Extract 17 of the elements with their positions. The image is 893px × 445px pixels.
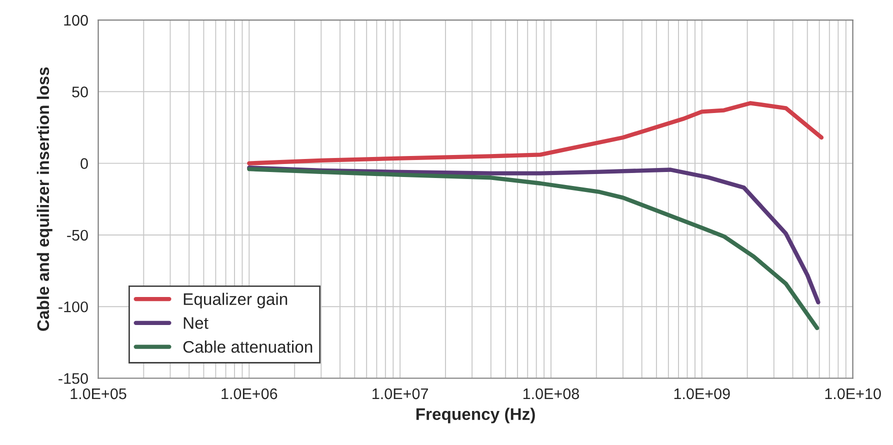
legend-label: Net: [184, 317, 208, 329]
y-tick-label: -150: [58, 373, 88, 384]
y-tick-label: 50: [72, 86, 88, 98]
x-tick-label: 1.0E+07: [372, 388, 428, 400]
x-tick-label: 1.0E+09: [674, 388, 730, 400]
x-tick-label: 1.0E+08: [523, 388, 579, 400]
x-tick-label: 1.0E+05: [70, 388, 126, 400]
y-tick-label: -50: [67, 230, 88, 241]
x-tick-label: 1.0E+06: [222, 388, 278, 400]
y-axis-title: Cable and equilizer insertion loss: [36, 67, 52, 331]
x-axis-title: Frequency (Hz): [416, 408, 535, 424]
y-tick-label: 100: [64, 14, 88, 26]
x-tick-label: 1.0E+10: [825, 388, 881, 400]
legend-label: Cable attenuation: [183, 340, 312, 353]
y-tick-label: 0: [80, 158, 88, 169]
y-tick-label: -100: [58, 301, 88, 312]
legend-label: Equalizer gain: [184, 292, 288, 308]
